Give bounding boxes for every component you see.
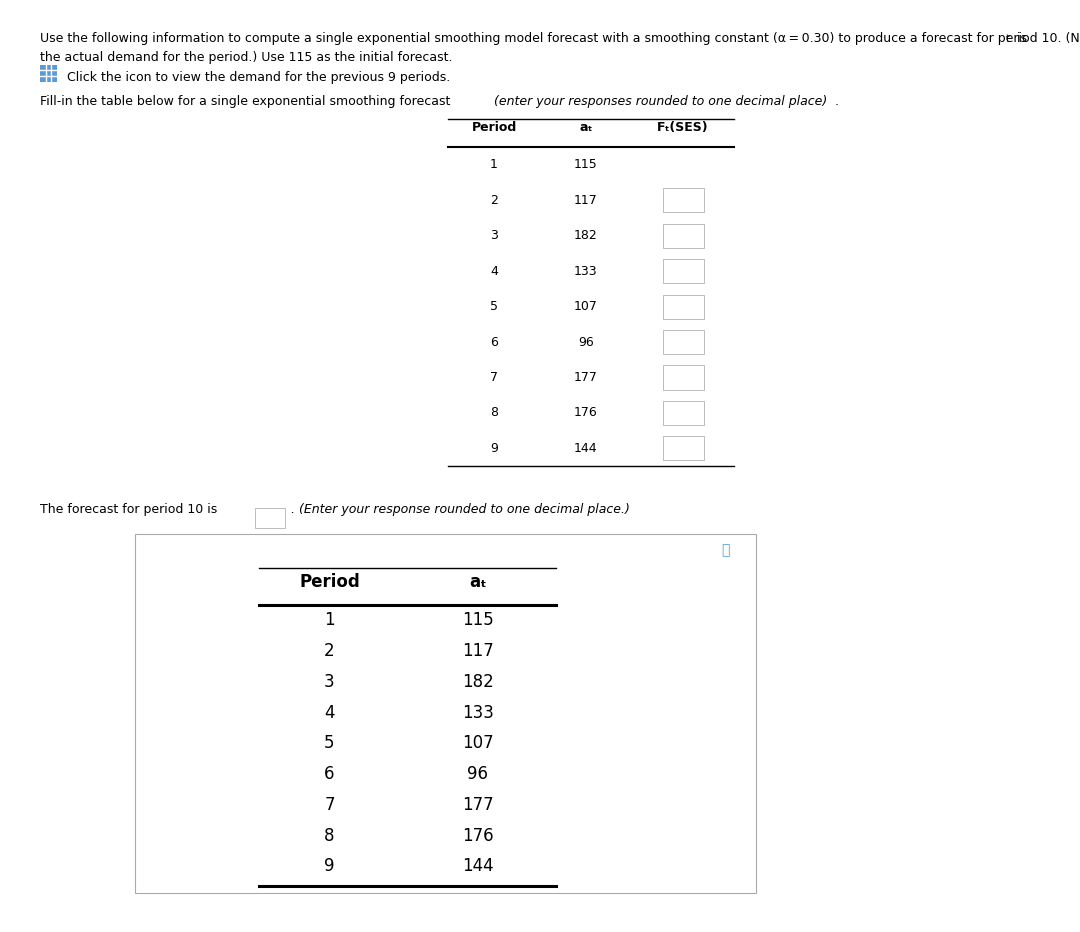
Text: aₜ: aₜ: [579, 121, 593, 134]
Text: 5: 5: [324, 734, 335, 752]
Text: Fₜ(SES): Fₜ(SES): [658, 121, 708, 134]
Text: 96: 96: [578, 336, 594, 349]
Text: 176: 176: [575, 406, 597, 419]
Text: 115: 115: [575, 158, 597, 171]
Text: 7: 7: [490, 371, 498, 384]
Text: 144: 144: [575, 442, 597, 455]
Text: 4: 4: [324, 704, 335, 721]
Text: t: t: [1007, 34, 1010, 45]
Text: 133: 133: [462, 704, 494, 721]
Text: Click the icon to view the demand for the previous 9 periods.: Click the icon to view the demand for th…: [67, 71, 450, 84]
Text: 182: 182: [462, 673, 494, 691]
Text: 9: 9: [324, 857, 335, 875]
Text: 8: 8: [490, 406, 498, 419]
Text: 107: 107: [573, 300, 598, 313]
Text: aₜ: aₜ: [469, 573, 487, 591]
Text: 177: 177: [462, 796, 494, 814]
Text: the actual demand for the period.) Use 115 as the initial forecast.: the actual demand for the period.) Use 1…: [40, 51, 453, 64]
Text: 2: 2: [490, 194, 498, 207]
Text: 3: 3: [324, 673, 335, 691]
Text: . (Enter your response rounded to one decimal place.): . (Enter your response rounded to one de…: [291, 503, 630, 516]
Text: 133: 133: [575, 265, 597, 278]
Text: The forecast for period 10 is: The forecast for period 10 is: [40, 503, 221, 516]
Text: .: .: [835, 95, 839, 108]
Text: Period: Period: [299, 573, 360, 591]
Text: Period: Period: [472, 121, 516, 134]
Text: 182: 182: [575, 229, 597, 242]
Text: 1: 1: [324, 611, 335, 629]
Text: 6: 6: [324, 765, 335, 783]
Text: 9: 9: [490, 442, 498, 455]
Text: 3: 3: [490, 229, 498, 242]
Text: 1: 1: [490, 158, 498, 171]
Text: 117: 117: [575, 194, 597, 207]
Text: ⧉: ⧉: [721, 543, 730, 557]
Text: 177: 177: [573, 371, 598, 384]
Text: 5: 5: [490, 300, 498, 313]
Text: 2: 2: [324, 642, 335, 660]
Text: 6: 6: [490, 336, 498, 349]
Text: 96: 96: [468, 765, 488, 783]
Text: 176: 176: [462, 827, 494, 844]
Text: 117: 117: [462, 642, 494, 660]
Text: 4: 4: [490, 265, 498, 278]
Text: 144: 144: [462, 857, 494, 875]
Text: 7: 7: [324, 796, 335, 814]
Text: is: is: [1013, 32, 1027, 45]
Text: Fill-in the table below for a single exponential smoothing forecast: Fill-in the table below for a single exp…: [40, 95, 455, 108]
Text: (enter your responses rounded to one decimal place): (enter your responses rounded to one dec…: [494, 95, 827, 108]
Text: 107: 107: [462, 734, 494, 752]
Text: 8: 8: [324, 827, 335, 844]
Text: 115: 115: [462, 611, 494, 629]
Text: Use the following information to compute a single exponential smoothing model fo: Use the following information to compute…: [40, 32, 1080, 45]
